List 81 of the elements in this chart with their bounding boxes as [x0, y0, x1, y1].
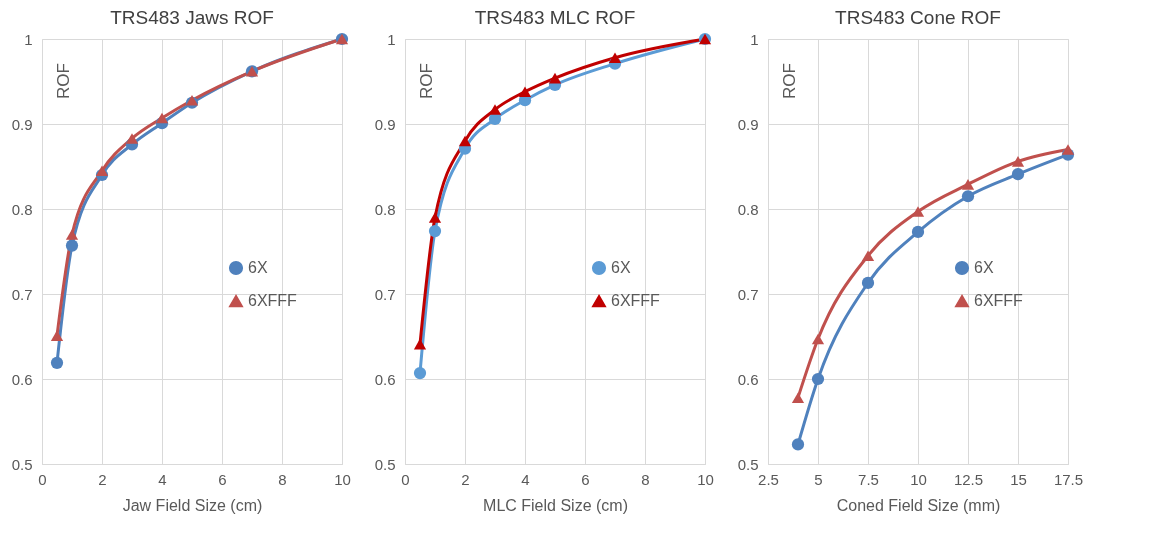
point: [155, 112, 169, 124]
point: [518, 86, 532, 97]
legend-label: 6XFFF: [248, 292, 298, 309]
point: [1011, 156, 1025, 167]
y-tick-label: 1: [387, 30, 396, 48]
x-tick-label: 4: [521, 470, 530, 488]
x-tick-label: 4: [158, 470, 167, 488]
x-tick-label: 7.5: [858, 470, 879, 488]
y-tick-label: 0.5: [737, 455, 759, 473]
y-axis-title: ROF: [417, 63, 436, 99]
point: [458, 135, 472, 147]
point: [488, 104, 502, 115]
point: [811, 333, 825, 345]
point: [428, 224, 442, 238]
point: [911, 225, 925, 239]
point: [911, 206, 925, 217]
x-tick-label: 5: [814, 470, 823, 488]
point: [961, 179, 975, 190]
legend-label: 6X: [248, 259, 268, 276]
x-tick-label: 2.5: [758, 470, 779, 488]
point: [428, 212, 442, 223]
x-axis-title: MLC Field Size (cm): [483, 496, 628, 514]
x-tick-label: 12.5: [953, 470, 984, 488]
legend-label: 6XFFF: [974, 292, 1024, 309]
y-tick-label: 0.8: [737, 200, 759, 218]
point: [961, 190, 975, 203]
legend-label: 6X: [611, 259, 631, 276]
point: [65, 229, 79, 240]
x-tick-label: 6: [218, 470, 227, 488]
point: [811, 372, 825, 386]
point: [50, 356, 64, 369]
point: [413, 366, 427, 380]
x-axis-title: Coned Field Size (mm): [836, 496, 1001, 514]
y-tick-label: 0.6: [374, 370, 396, 388]
point: [791, 438, 805, 451]
x-tick-label: 10: [697, 470, 714, 488]
y-axis-title: ROF: [54, 63, 73, 99]
y-tick-label: 0.5: [374, 455, 396, 473]
y-tick-label: 0.7: [737, 285, 759, 303]
x-tick-label: 2: [461, 470, 470, 488]
y-tick-label: 0.6: [11, 370, 33, 388]
chart-title: TRS483 Cone ROF: [835, 7, 1001, 28]
point: [1011, 168, 1025, 181]
x-tick-label: 17.5: [1053, 470, 1084, 488]
y-tick-label: 0.8: [374, 200, 396, 218]
point: [548, 72, 562, 84]
point: [413, 338, 427, 350]
y-tick-label: 0.9: [11, 115, 33, 133]
x-axis-title: Jaw Field Size (cm): [122, 496, 263, 514]
y-tick-label: 0.8: [11, 200, 33, 218]
point: [65, 239, 79, 252]
point: [861, 250, 875, 262]
x-tick-label: 8: [641, 470, 650, 488]
chart-title: TRS483 Jaws ROF: [110, 7, 274, 28]
x-tick-label: 2: [98, 470, 107, 488]
y-tick-label: 0.7: [374, 285, 396, 303]
y-tick-label: 0.9: [374, 115, 396, 133]
x-tick-label: 8: [278, 470, 287, 488]
x-tick-label: 6: [581, 470, 590, 488]
point: [608, 52, 622, 63]
y-tick-label: 1: [750, 30, 759, 48]
x-tick-label: 10: [910, 470, 927, 488]
point: [861, 276, 875, 290]
legend-label: 6X: [974, 259, 994, 276]
y-tick-label: 0.7: [11, 285, 33, 303]
point: [1061, 144, 1075, 155]
y-tick-label: 1: [24, 30, 33, 48]
point: [50, 330, 64, 341]
legend-label: 6XFFF: [611, 292, 661, 309]
y-axis-title: ROF: [780, 63, 799, 99]
x-tick-label: 0: [38, 470, 47, 488]
x-tick-label: 10: [334, 470, 351, 488]
x-tick-label: 15: [1010, 470, 1027, 488]
y-tick-label: 0.5: [11, 455, 33, 473]
point: [125, 133, 139, 144]
y-tick-label: 0.9: [737, 115, 759, 133]
chart-title: TRS483 MLC ROF: [474, 7, 636, 28]
point: [95, 165, 109, 177]
x-tick-label: 0: [401, 470, 410, 488]
point: [791, 392, 805, 403]
y-tick-label: 0.6: [737, 370, 759, 388]
